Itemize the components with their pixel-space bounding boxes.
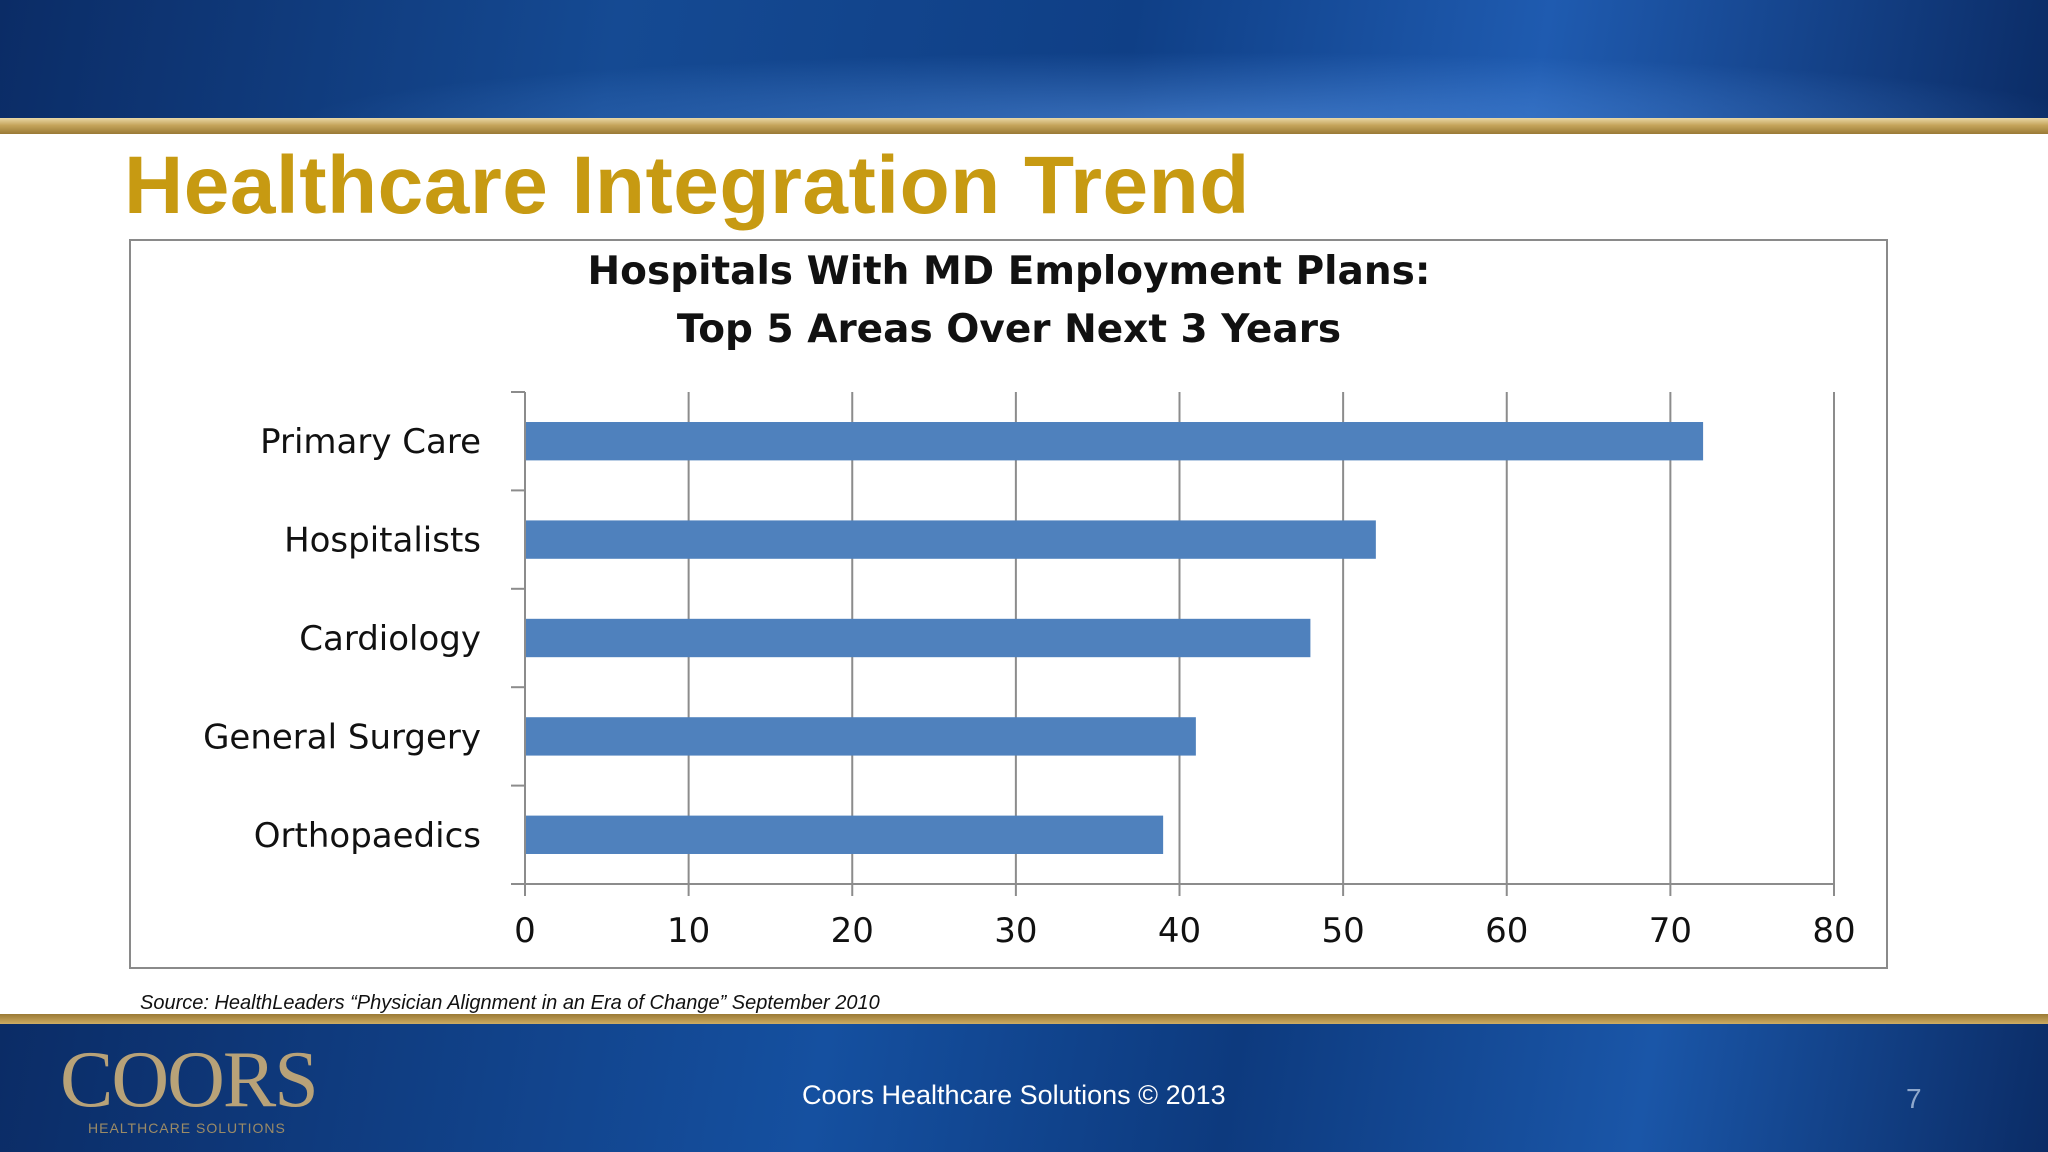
footer-band xyxy=(0,1024,2048,1152)
category-label: Hospitalists xyxy=(284,521,481,561)
x-tick-label-40: 40 xyxy=(1158,911,1201,951)
logo-subtitle: HEALTHCARE SOLUTIONS xyxy=(88,1120,286,1136)
bars xyxy=(525,422,1704,854)
source-citation: Source: HealthLeaders “Physician Alignme… xyxy=(140,992,880,1014)
bar-hospitalists xyxy=(525,520,1376,559)
x-tick-label-0: 0 xyxy=(514,911,536,951)
bar-primary-care xyxy=(525,422,1704,461)
x-tick-labels: 0 10 20 30 40 50 60 70 80 xyxy=(514,911,1855,951)
x-tick-label-80: 80 xyxy=(1812,911,1855,951)
category-label: Primary Care xyxy=(260,422,481,462)
x-tick-label-50: 50 xyxy=(1321,911,1364,951)
logo-wordmark: COORS xyxy=(60,1036,319,1124)
x-tick-label-20: 20 xyxy=(831,911,874,951)
chart: Hospitals With MD Employment Plans: Top … xyxy=(203,249,1856,951)
axes xyxy=(511,391,1835,896)
x-tick-label-70: 70 xyxy=(1649,911,1692,951)
bar-cardiology xyxy=(525,618,1311,658)
coors-logo: COORS HEALTHCARE SOLUTIONS xyxy=(60,1040,320,1140)
category-labels: Primary Care Hospitalists Cardiology Genera… xyxy=(203,422,481,856)
category-label: Orthopaedics xyxy=(254,816,481,856)
footer-copyright: Coors Healthcare Solutions © 2013 xyxy=(802,1080,1226,1110)
header-gold-rule xyxy=(0,118,2048,134)
x-tick-label-30: 30 xyxy=(994,911,1037,951)
chart-title-line-2: Top 5 Areas Over Next 3 Years xyxy=(677,307,1341,352)
chart-title-line-1: Hospitals With MD Employment Plans: xyxy=(588,249,1431,294)
bar-orthopaedics xyxy=(525,815,1164,854)
category-label: Cardiology xyxy=(299,619,481,659)
bar-general-surgery xyxy=(525,717,1196,756)
slide-title: Healthcare Integration Trend xyxy=(124,140,1250,231)
chart-frame: Hospitals With MD Employment Plans: Top … xyxy=(129,239,1888,969)
x-tick-label-10: 10 xyxy=(667,911,710,951)
page-number: 7 xyxy=(1906,1083,1922,1114)
category-label: General Surgery xyxy=(203,717,481,757)
header-band xyxy=(0,0,2048,122)
x-tick-label-60: 60 xyxy=(1485,911,1528,951)
